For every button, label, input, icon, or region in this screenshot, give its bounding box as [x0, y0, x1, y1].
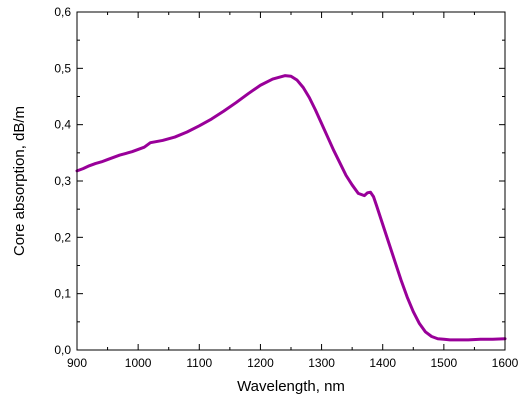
series-layer: [75, 74, 507, 342]
y-axis-title: Core absorption, dB/m: [11, 106, 28, 256]
y-tick-label: 0,1: [54, 287, 71, 301]
y-tick-label: 0,2: [54, 230, 71, 244]
tick-labels: 900 1000 1100 1200 1300 1400 1500 1600 0,0 0,1 0,2…: [54, 5, 518, 370]
x-tick-label: 1600: [492, 356, 519, 370]
y-tick-label: 0,0: [54, 343, 71, 357]
y-tick-label: 0,6: [54, 5, 71, 19]
plot-frame: [76, 11, 506, 351]
x-tick-label: 1100: [186, 356, 212, 370]
y-tick-label: 0,4: [54, 118, 71, 132]
x-tick-label: 1500: [431, 356, 458, 370]
x-tick-label: 1400: [369, 356, 396, 370]
series-line: [75, 74, 507, 342]
x-tick-label: 1000: [125, 356, 152, 370]
y-tick-label: 0,3: [54, 174, 71, 188]
y-tick-label: 0,5: [54, 61, 71, 75]
x-tick-label: 1200: [247, 356, 274, 370]
x-tick-label: 1300: [308, 356, 335, 370]
x-axis-title: Wavelength, nm: [237, 378, 345, 395]
x-tick-label: 900: [67, 356, 87, 370]
